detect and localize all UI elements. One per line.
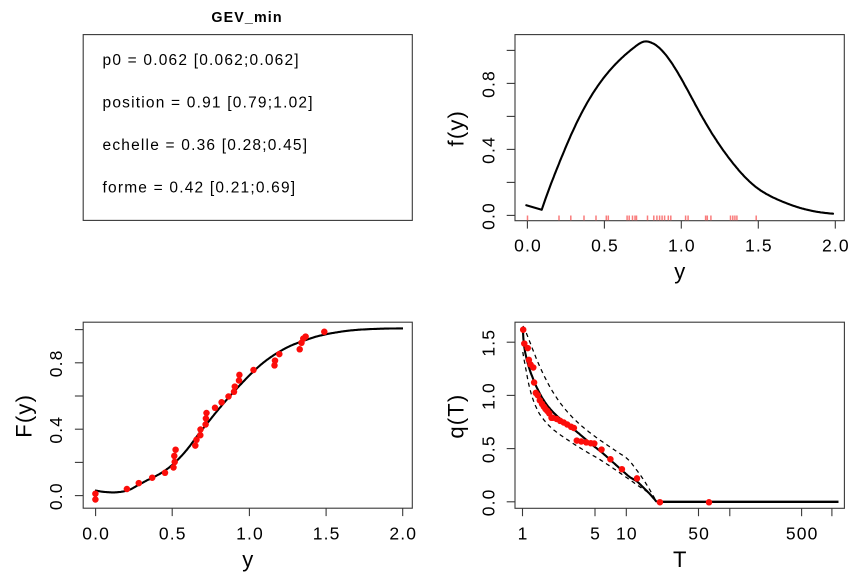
svg-text:position = 0.91 [0.79;1.02]: position = 0.91 [0.79;1.02] [103,95,314,112]
svg-text:1: 1 [518,523,529,543]
svg-text:10: 10 [616,523,638,543]
svg-text:0.5: 0.5 [159,523,187,543]
svg-text:5: 5 [590,523,601,543]
svg-text:1.0: 1.0 [668,235,696,255]
svg-text:1.5: 1.5 [479,329,499,357]
svg-text:1.5: 1.5 [745,235,773,255]
svg-text:T: T [673,547,686,572]
svg-text:1.0: 1.0 [479,382,499,410]
svg-text:0.0: 0.0 [46,482,66,510]
svg-text:1.5: 1.5 [313,523,341,543]
svg-text:500: 500 [786,523,819,543]
svg-text:2.0: 2.0 [389,523,417,543]
svg-text:1.0: 1.0 [236,523,264,543]
svg-text:0.0: 0.0 [479,488,499,516]
svg-text:f(y): f(y) [444,110,469,147]
svg-text:50: 50 [688,523,710,543]
svg-text:echelle = 0.36 [0.28;0.45]: echelle = 0.36 [0.28;0.45] [103,137,309,154]
svg-text:2.0: 2.0 [822,235,850,255]
svg-text:0.8: 0.8 [479,70,499,98]
svg-text:0.0: 0.0 [479,202,499,230]
svg-text:y: y [242,547,253,572]
svg-text:0.0: 0.0 [514,235,542,255]
svg-text:q(T): q(T) [444,394,469,439]
svg-text:0.8: 0.8 [46,349,66,377]
svg-text:0.4: 0.4 [46,416,66,444]
svg-text:0.4: 0.4 [479,136,499,164]
svg-text:GEV_min: GEV_min [211,10,282,26]
svg-text:F(y): F(y) [12,394,37,438]
svg-text:p0 = 0.062 [0.062;0.062]: p0 = 0.062 [0.062;0.062] [103,52,300,69]
svg-text:y: y [674,259,685,284]
svg-text:0.0: 0.0 [82,523,110,543]
svg-text:0.5: 0.5 [591,235,619,255]
svg-text:forme = 0.42 [0.21;0.69]: forme = 0.42 [0.21;0.69] [103,179,297,196]
svg-text:0.5: 0.5 [479,435,499,463]
